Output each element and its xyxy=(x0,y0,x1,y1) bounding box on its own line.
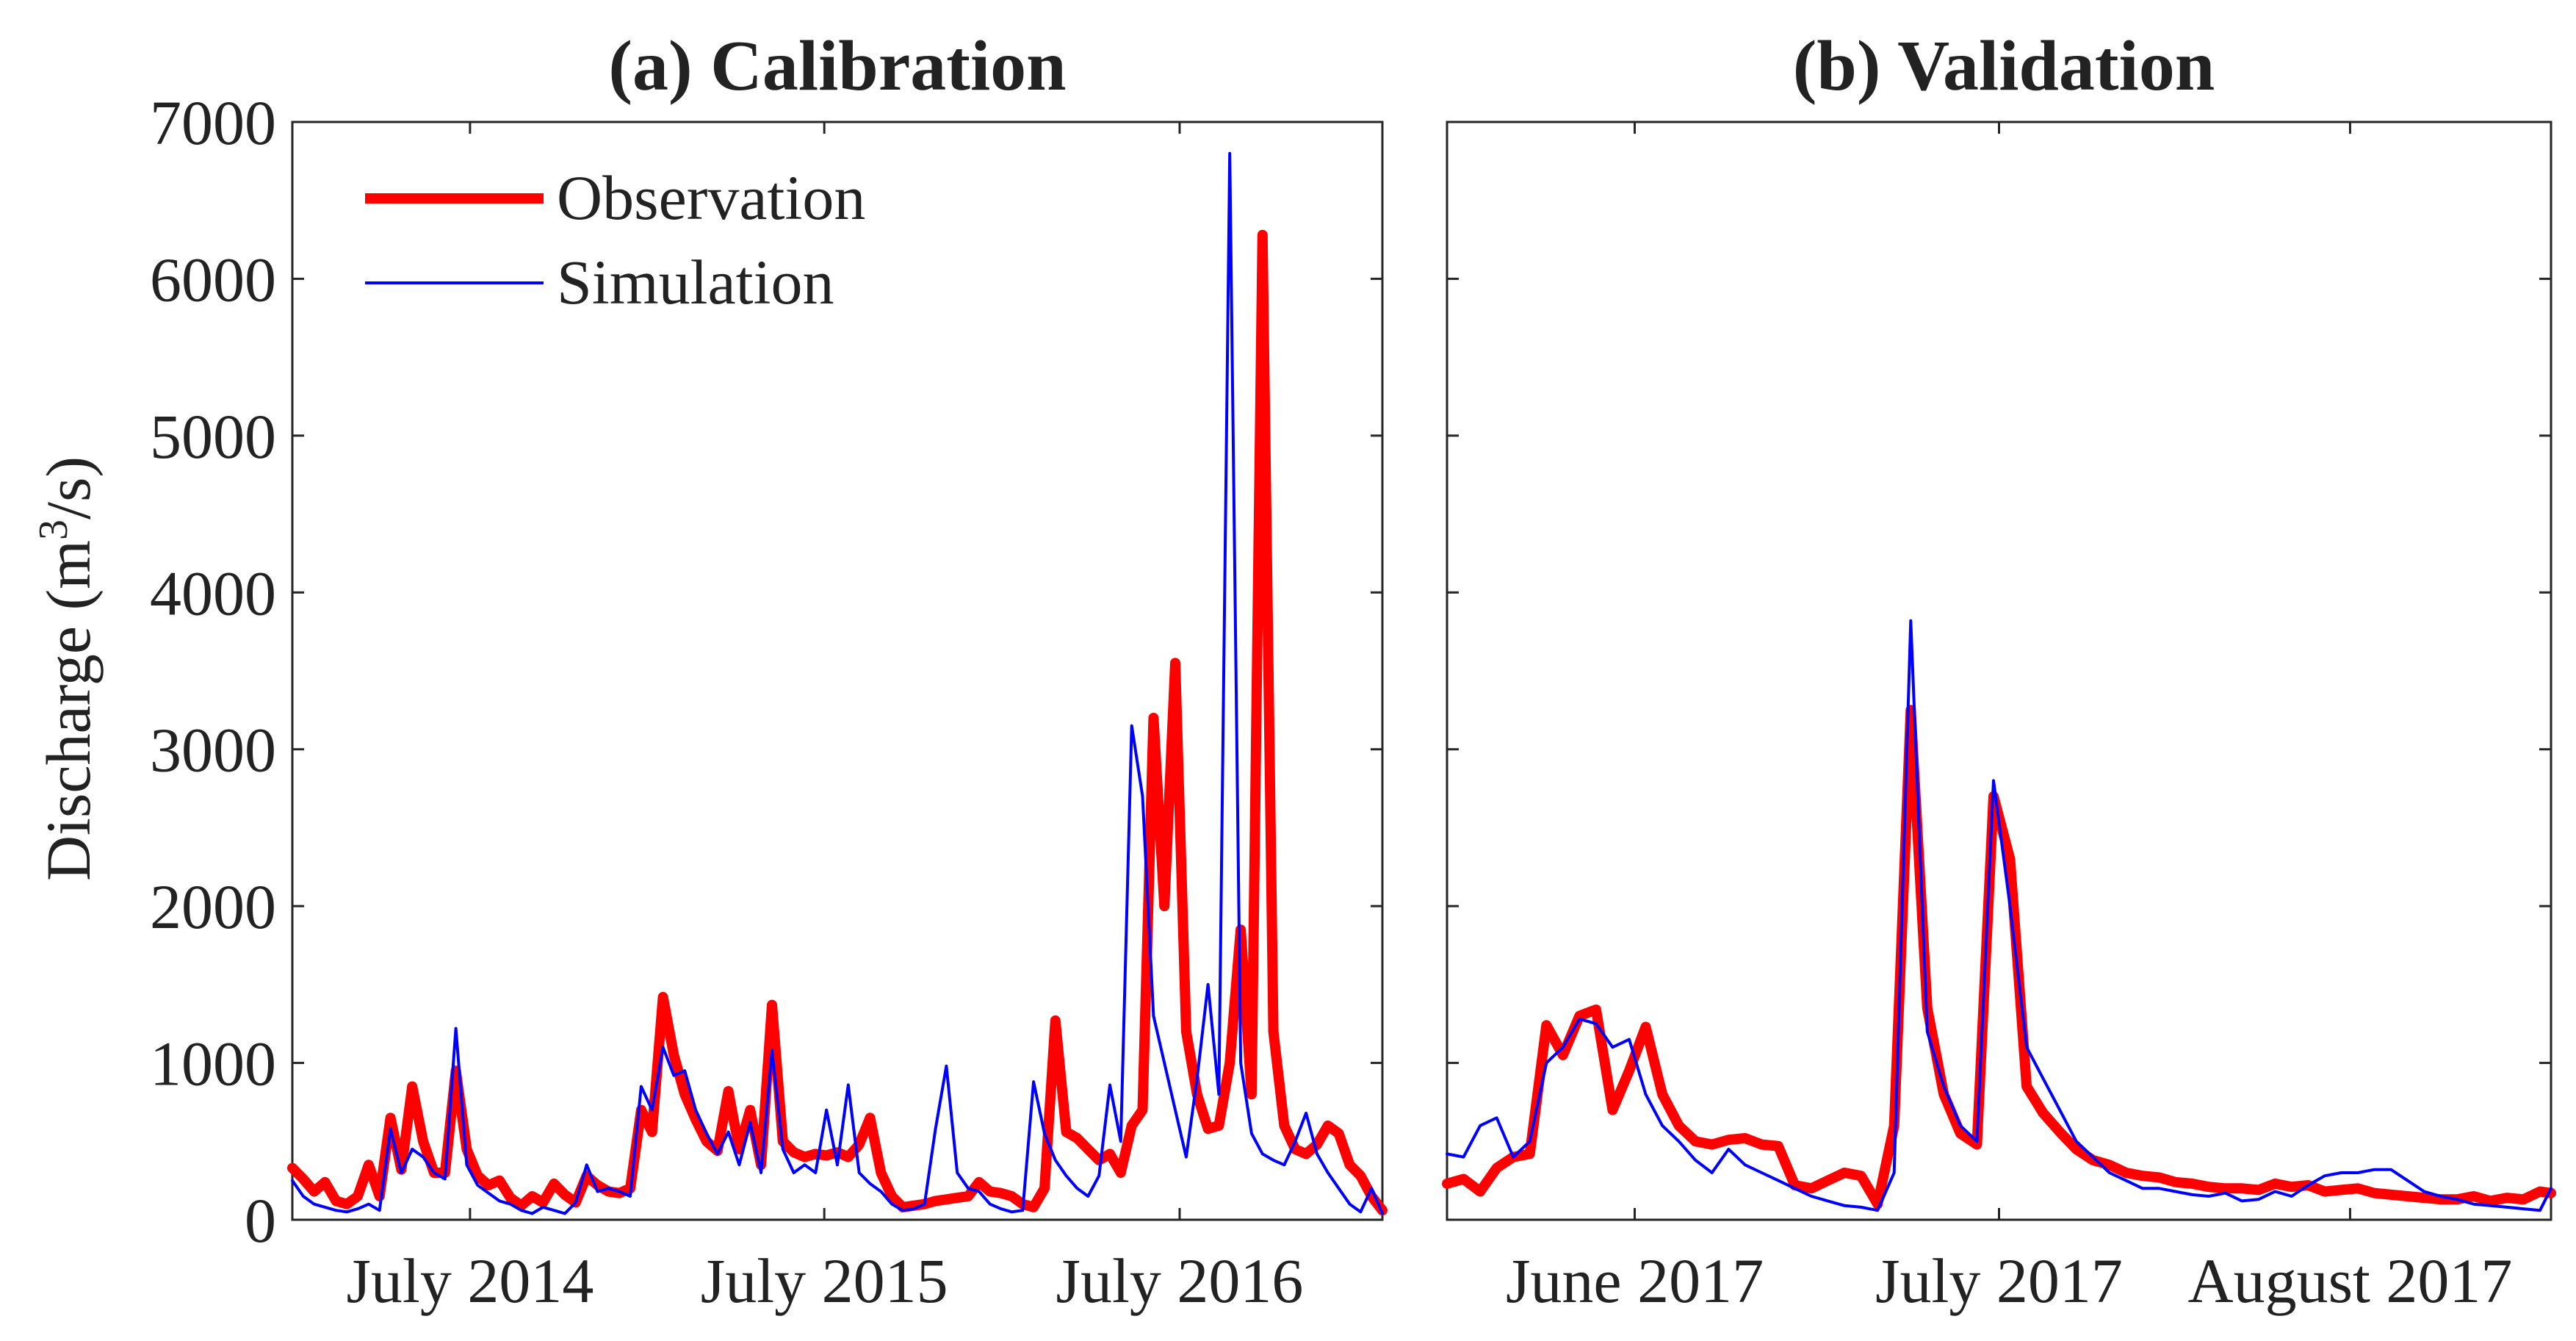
calibration-y-tick-label: 2000 xyxy=(150,871,276,942)
calibration-simulation-line xyxy=(291,151,1384,1215)
calibration-y-tick-label: 4000 xyxy=(150,558,276,628)
legend-observation-label: Observation xyxy=(557,162,865,233)
panel-validation-y-ticks xyxy=(1447,121,2551,1221)
panel-calibration-series xyxy=(287,151,1388,1216)
calibration-x-tick-label: July 2015 xyxy=(701,1245,948,1316)
panel-validation: (b) Validation June 2017 July 2017 August … xyxy=(1442,26,2556,1316)
calibration-y-tick-label: 3000 xyxy=(150,715,276,785)
y-axis-label: Discharge (m3/s) xyxy=(31,456,104,881)
panel-calibration-frame xyxy=(291,121,1384,1221)
calibration-y-tick-label: 5000 xyxy=(150,401,276,472)
y-axis-label-tail: /s) xyxy=(33,456,104,519)
calibration-y-tick-label: 7000 xyxy=(150,87,276,158)
panel-calibration-title: (a) Calibration xyxy=(608,26,1066,106)
calibration-observation-line xyxy=(287,229,1388,1216)
calibration-y-tick-label: 1000 xyxy=(150,1029,276,1099)
panel-calibration: (a) Calibration 0 1000 2000 3000 4000 5000 600… xyxy=(150,26,1388,1316)
calibration-x-tick-label: July 2014 xyxy=(346,1245,594,1316)
validation-x-tick-label: August 2017 xyxy=(2187,1245,2512,1316)
calibration-y-tick-label: 6000 xyxy=(150,244,276,314)
calibration-y-tick-label: 0 xyxy=(245,1185,276,1256)
panel-validation-title: (b) Validation xyxy=(1793,26,2215,106)
legend: Observation Simulation xyxy=(365,162,865,317)
panel-validation-x-ticks: June 2017 July 2017 August 2017 xyxy=(1506,122,2512,1316)
panel-calibration-y-ticks: 0 1000 2000 3000 4000 5000 6000 7000 xyxy=(150,87,1382,1256)
validation-x-tick-label: June 2017 xyxy=(1506,1245,1764,1316)
validation-x-tick-label: July 2017 xyxy=(1875,1245,2123,1316)
y-axis-label-main: Discharge (m xyxy=(33,540,104,881)
panel-calibration-x-ticks: July 2014 July 2015 July 2016 xyxy=(346,122,1303,1316)
y-axis-label-superscript: 3 xyxy=(31,519,76,540)
validation-simulation-line xyxy=(1446,619,2552,1212)
legend-simulation-label: Simulation xyxy=(557,247,834,317)
panel-validation-series xyxy=(1442,619,2556,1212)
panel-validation-frame xyxy=(1446,121,2552,1221)
calibration-x-tick-label: July 2016 xyxy=(1056,1245,1304,1316)
validation-observation-line xyxy=(1442,705,2556,1209)
